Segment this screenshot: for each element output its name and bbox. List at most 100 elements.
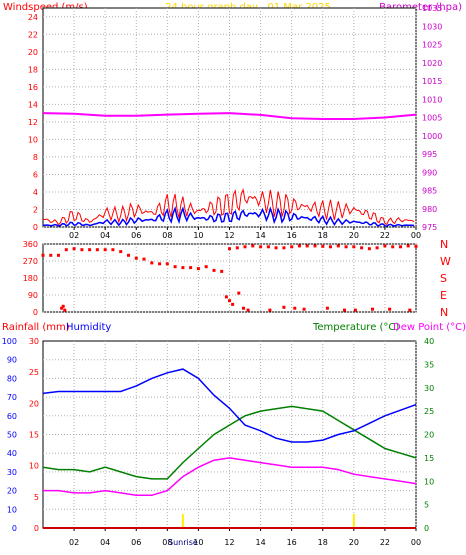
direction-point — [293, 306, 297, 310]
direction-point — [242, 306, 245, 310]
temperature-y-tick-label: 20 — [424, 431, 434, 440]
direction-point — [72, 247, 76, 251]
x-tick-label: 16 — [287, 231, 297, 240]
direction-point — [220, 269, 224, 273]
direction-point — [196, 267, 200, 271]
direction-point — [64, 248, 68, 252]
humidity-y-tick-label: 100 — [2, 337, 17, 346]
direction-point — [80, 248, 84, 252]
x-tick-label: 22 — [380, 538, 390, 547]
direction-point — [243, 245, 247, 249]
direction-point — [212, 268, 216, 272]
direction-point — [336, 244, 340, 248]
direction-point — [119, 250, 123, 254]
humidity-line — [42, 368, 417, 443]
temperature-y-ticks: 0 5 10 15 20 25 30 35 40 — [424, 337, 434, 533]
barometer-y-tick-label: 990 — [422, 168, 437, 177]
direction-point — [49, 253, 53, 257]
direction-point — [266, 245, 270, 249]
barometer-y-tick-label: 1010 — [422, 95, 442, 104]
wind-y-tick-label: 10 — [28, 135, 38, 144]
barometer-y-tick-label: 1000 — [422, 132, 442, 141]
barometer-y-tick-label: 975 — [422, 223, 437, 232]
temperature-y-tick-label: 40 — [424, 337, 434, 346]
x-tick-label: 20 — [349, 538, 359, 547]
x-tick-label: 10 — [193, 538, 203, 547]
humidity-y-tick-label: 10 — [7, 505, 17, 514]
direction-point — [329, 245, 332, 249]
compass-label: N — [440, 238, 448, 251]
direction-point — [343, 308, 346, 312]
direction-point — [60, 306, 64, 310]
x-tick-label: 08 — [162, 538, 172, 547]
direction-point — [259, 245, 263, 249]
humidity-y-tick-label: 40 — [7, 449, 17, 458]
direction-point — [375, 246, 379, 250]
direction-point — [353, 308, 357, 312]
direction-point — [228, 299, 231, 303]
wind-average-line — [42, 205, 415, 228]
wind-y-tick-label: 8 — [33, 153, 38, 162]
humidity-y-tick-label: 0 — [12, 524, 17, 533]
temperature-y-tick-label: 0 — [424, 524, 429, 533]
direction-point — [251, 244, 255, 248]
temp-grid — [43, 341, 417, 528]
x-tick-label: 16 — [287, 538, 297, 547]
direction-y-tick-label: 0 — [33, 308, 38, 317]
x-tick-label: 14 — [255, 538, 265, 547]
wind-x-ticks: 02 04 06 08 10 12 14 16 18 20 22 00 — [69, 227, 421, 240]
x-tick-label: 12 — [224, 231, 234, 240]
direction-point — [181, 266, 185, 270]
direction-point — [57, 253, 60, 257]
temperature-y-tick-label: 30 — [424, 384, 434, 393]
direction-point — [297, 244, 301, 248]
barometer-y-tick-label: 985 — [422, 187, 437, 196]
direction-point — [367, 247, 371, 251]
direction-point — [228, 247, 231, 251]
direction-point — [325, 306, 329, 310]
wind-y-tick-label: 22 — [28, 30, 38, 39]
barometer-y-tick-label: 980 — [422, 205, 437, 214]
dewpoint-axis-title: Dew Point (°C) — [393, 322, 466, 333]
wind-y-tick-label: 14 — [28, 100, 38, 109]
dewpoint-line — [43, 457, 417, 497]
direction-point — [237, 291, 241, 295]
compass-label: S — [440, 272, 447, 285]
wind-y-tick-label: 16 — [28, 83, 38, 92]
direction-point — [414, 244, 418, 248]
compass-label: N — [440, 306, 448, 319]
x-tick-label: 06 — [131, 538, 141, 547]
x-tick-label: 10 — [193, 231, 203, 240]
wind-gust-line — [42, 187, 415, 226]
direction-point — [142, 257, 146, 261]
sunrise-label: Sunrise — [168, 538, 198, 547]
direction-y-tick-label: 270 — [23, 257, 38, 266]
wind-y-tick-label: 20 — [28, 48, 38, 57]
direction-y-tick-label: 180 — [23, 274, 38, 283]
barometer-axis-title: Barometer (hpa) — [379, 2, 462, 13]
rainfall-y-tick-label: 0 — [34, 524, 39, 533]
rainfall-y-tick-label: 25 — [29, 368, 39, 377]
barometer-y-tick-label: 995 — [422, 150, 437, 159]
direction-point — [305, 244, 309, 248]
temperature-humidity-panel: Rainfall (mm) Humidity Temperature (°C) … — [2, 322, 466, 547]
direction-point — [406, 244, 410, 248]
direction-point — [231, 302, 235, 306]
x-tick-label: 22 — [380, 231, 390, 240]
direction-point — [235, 246, 239, 250]
direction-point — [88, 248, 92, 252]
wind-y-tick-label: 2 — [33, 205, 38, 214]
direction-point — [150, 261, 154, 265]
barometer-line — [42, 112, 417, 120]
barometer-y-ticks: 975 980 985 990 995 1000 1005 1010 1015 1020 1025 1… — [422, 4, 442, 232]
humidity-y-tick-label: 20 — [7, 487, 17, 496]
direction-point — [134, 256, 138, 260]
direction-point — [204, 265, 208, 269]
x-tick-label: 02 — [69, 231, 79, 240]
humidity-axis-title: Humidity — [66, 322, 111, 333]
direction-point — [224, 295, 228, 299]
x-tick-label: 18 — [318, 231, 328, 240]
